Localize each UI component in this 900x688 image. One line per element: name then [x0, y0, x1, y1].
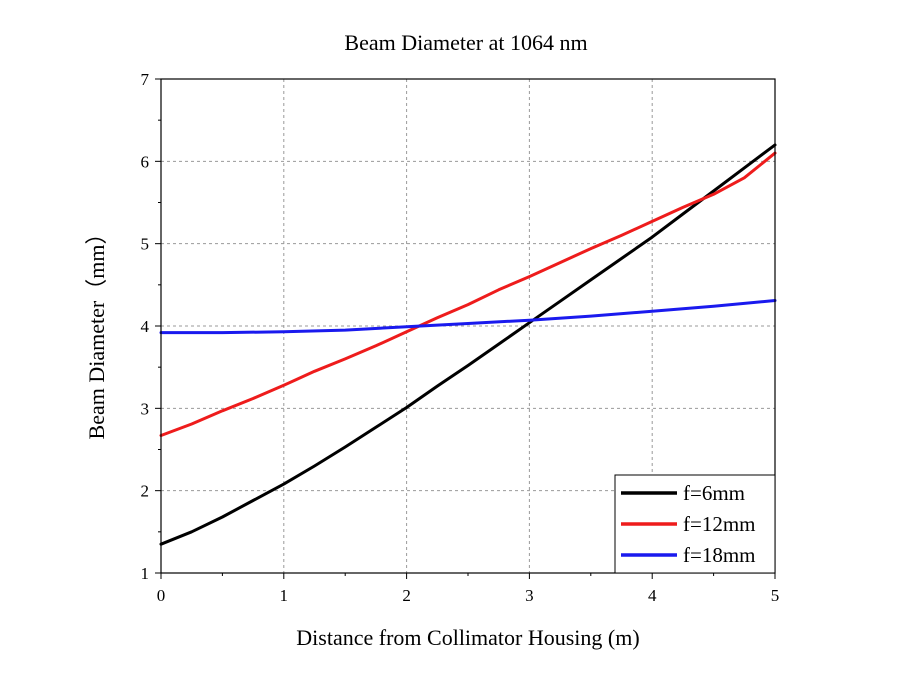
series-line-3 [159, 299, 777, 335]
y-tick-label: 2 [141, 482, 150, 501]
legend-label: f=18mm [683, 543, 756, 567]
legend-label: f=6mm [683, 481, 745, 505]
y-tick-label: 3 [141, 399, 150, 418]
series-layer [159, 143, 777, 546]
y-axis-label: Beam Diameter（mm） [84, 223, 109, 440]
y-tick-label: 7 [141, 70, 150, 89]
x-tick-label: 5 [771, 586, 780, 605]
x-tick-label: 4 [648, 586, 657, 605]
y-tick-label: 5 [141, 235, 150, 254]
x-tick-label: 3 [525, 586, 534, 605]
y-tick-label: 6 [141, 152, 150, 171]
x-tick-label: 0 [157, 586, 166, 605]
chart-title: Beam Diameter at 1064 nm [344, 30, 587, 55]
y-tick-label: 1 [141, 564, 150, 583]
x-tick-label: 1 [280, 586, 289, 605]
series-line-2 [159, 151, 777, 437]
y-tick-label: 4 [141, 317, 150, 336]
series-line-1 [159, 143, 777, 546]
legend-label: f=12mm [683, 512, 756, 536]
x-tick-label: 2 [402, 586, 411, 605]
legend: f=6mm f=12mm f=18mm [614, 474, 776, 574]
x-axis-label: Distance from Collimator Housing (m) [296, 625, 639, 650]
